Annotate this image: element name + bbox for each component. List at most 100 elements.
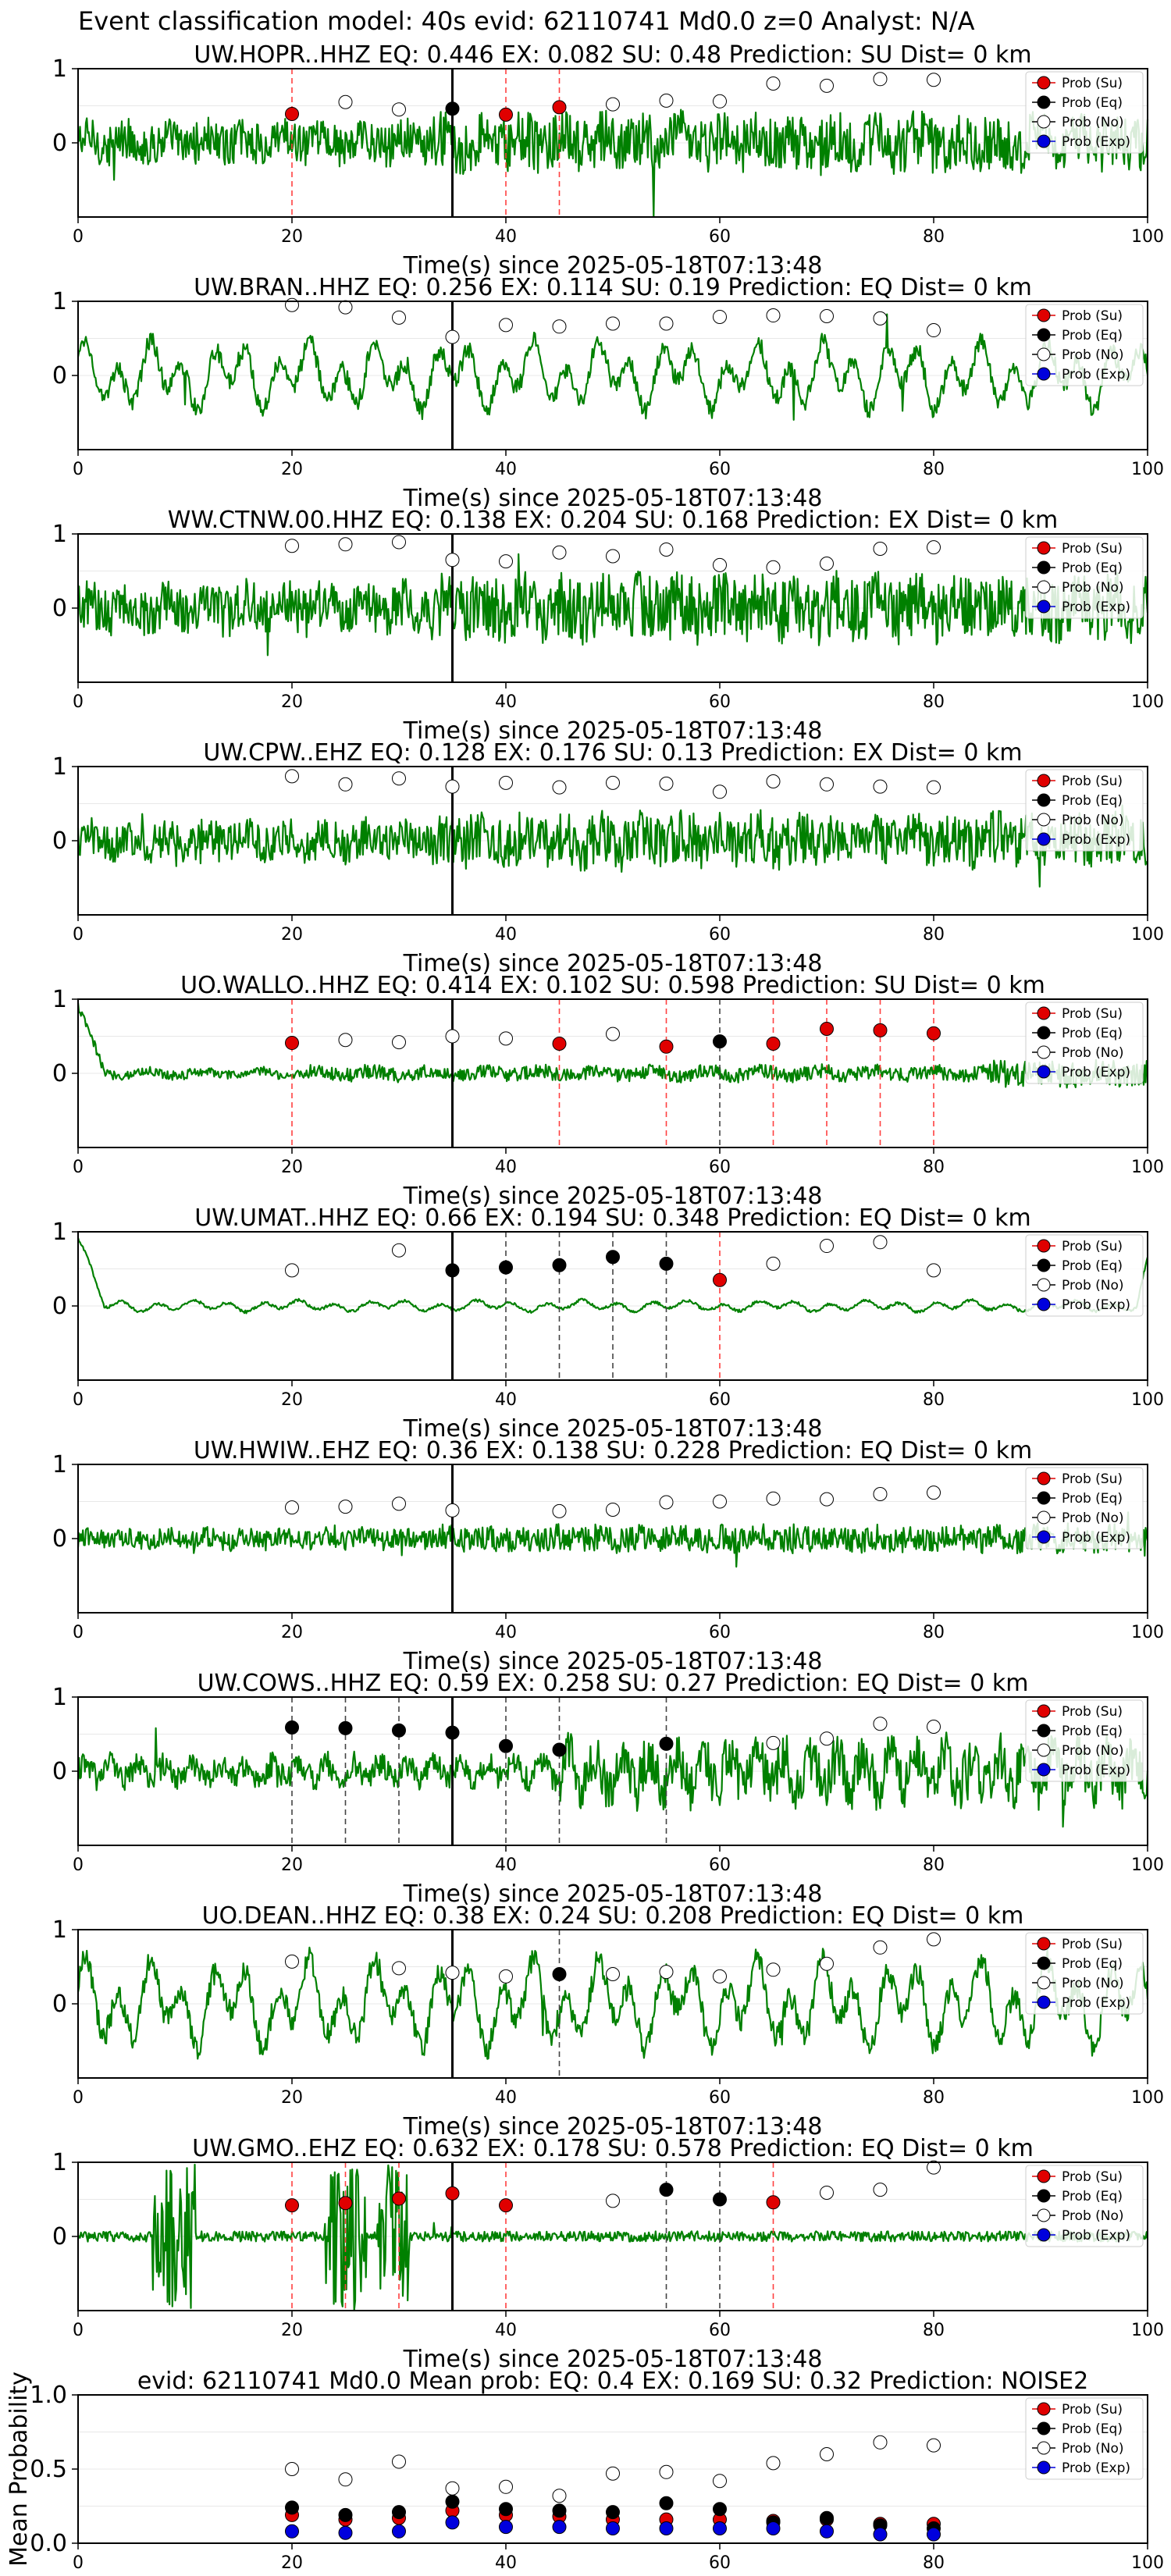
mean-point-eq	[499, 2502, 513, 2517]
probability-point-su	[499, 2198, 513, 2213]
legend-label: Prob (Su)	[1062, 2402, 1123, 2418]
chart-panel-0: UW.HOPR..HHZ EQ: 0.446 EX: 0.082 SU: 0.4…	[52, 41, 1164, 279]
y-tick-label: 1	[52, 2149, 67, 2176]
chart-panel-9: UW.GMO..EHZ EQ: 0.632 EX: 0.178 SU: 0.57…	[52, 2135, 1164, 2373]
probability-point-no	[873, 2183, 888, 2197]
legend-label: Prob (No)	[1062, 1743, 1124, 1759]
legend-label: Prob (Su)	[1062, 1704, 1123, 1720]
y-tick-label: 1	[52, 288, 67, 315]
mean-point-no	[338, 2472, 353, 2487]
x-tick-label: 60	[709, 925, 731, 945]
legend-box	[1025, 71, 1144, 154]
legend-marker-exp	[1037, 1297, 1051, 1311]
probability-point-eq	[445, 1725, 460, 1740]
probability-point-no	[766, 1962, 781, 1977]
probability-point-su	[766, 2195, 781, 2210]
x-tick-label: 100	[1131, 2321, 1164, 2340]
legend-marker-no	[1037, 1743, 1051, 1757]
probability-point-su	[927, 1026, 941, 1041]
mean-point-exp	[713, 2521, 727, 2535]
x-tick-label: 20	[281, 2553, 303, 2573]
legend-label: Prob (Exp)	[1062, 832, 1130, 848]
legend-box	[1025, 304, 1144, 386]
x-tick-label: 40	[495, 2553, 517, 2573]
probability-point-no	[766, 1735, 781, 1750]
x-tick-label: 80	[923, 2553, 945, 2573]
mean-point-eq	[606, 2505, 620, 2520]
chart-panel-3: UW.CPW..EHZ EQ: 0.128 EX: 0.176 SU: 0.13…	[52, 739, 1164, 977]
probability-point-eq	[499, 1738, 513, 1753]
legend-label: Prob (No)	[1062, 1510, 1124, 1526]
mean-point-eq	[285, 2500, 299, 2515]
legend-marker-exp	[1037, 2228, 1051, 2242]
x-tick-label: 20	[281, 925, 303, 945]
legend-marker-no	[1037, 813, 1051, 827]
mean-point-no	[392, 2454, 406, 2469]
x-tick-label: 100	[1131, 692, 1164, 712]
probability-point-no	[552, 780, 567, 795]
legend-box	[1025, 1699, 1144, 1782]
legend-label: Prob (Eq)	[1062, 2421, 1123, 2437]
legend-marker-eq	[1037, 1491, 1051, 1505]
legend-marker-exp	[1037, 134, 1051, 148]
legend-marker-eq	[1037, 1724, 1051, 1738]
probability-point-eq	[713, 2192, 727, 2207]
probability-point-no	[445, 553, 460, 568]
probability-point-no	[927, 323, 941, 338]
y-tick-label: 0	[52, 1060, 67, 1087]
chart-panel-1: UW.BRAN..HHZ EQ: 0.256 EX: 0.114 SU: 0.1…	[52, 274, 1164, 512]
probability-point-no	[285, 539, 299, 553]
mean-point-eq	[659, 2496, 674, 2510]
x-tick-label: 20	[281, 2088, 303, 2108]
x-tick-label: 0	[73, 1390, 84, 1410]
probability-point-eq	[338, 1720, 353, 1735]
x-tick-label: 0	[73, 925, 84, 945]
legend-box	[1025, 1002, 1144, 1084]
probability-point-no	[659, 93, 674, 108]
chart-title: UW.COWS..HHZ EQ: 0.59 EX: 0.258 SU: 0.27…	[198, 1670, 1029, 1697]
y-tick-label: 1	[52, 55, 67, 83]
x-tick-label: 80	[923, 1856, 945, 1875]
probability-point-eq	[606, 1250, 620, 1265]
x-tick-label: 80	[923, 227, 945, 247]
legend-marker-exp	[1037, 1530, 1051, 1544]
x-tick-label: 60	[709, 227, 731, 247]
x-tick-label: 80	[923, 1623, 945, 1642]
probability-point-eq	[499, 1260, 513, 1275]
legend-label: Prob (Exp)	[1062, 134, 1130, 150]
legend-box	[1025, 2165, 1144, 2247]
y-tick-label: 0	[52, 595, 67, 622]
legend-label: Prob (Exp)	[1062, 1995, 1130, 2011]
x-tick-label: 60	[709, 1158, 731, 1177]
probability-point-eq	[445, 1263, 460, 1278]
mean-point-exp	[499, 2520, 513, 2535]
legend-label: Prob (Eq)	[1062, 95, 1123, 111]
y-tick-label: 0	[52, 1991, 67, 2018]
mean-point-no	[713, 2474, 727, 2489]
probability-point-no	[820, 1956, 834, 1971]
waveform-trace	[77, 1946, 1149, 2060]
probability-point-no	[499, 1031, 513, 1046]
x-tick-label: 60	[709, 2088, 731, 2108]
x-axis-label: Time(s) since 2025-05-18T07:13:48	[403, 717, 823, 745]
legend-marker-eq	[1037, 2421, 1051, 2435]
y-tick-label: 1	[52, 1916, 67, 1944]
legend-marker-exp	[1037, 367, 1051, 381]
legend-marker-exp	[1037, 1995, 1051, 2009]
mean-point-exp	[445, 2515, 460, 2530]
legend-label: Prob (Eq)	[1062, 328, 1123, 343]
x-axis-label: Time(s) since 2025-05-18T07:13:48	[403, 2113, 823, 2140]
probability-point-no	[392, 535, 406, 550]
legend-marker-su	[1037, 541, 1051, 555]
probability-point-eq	[552, 1967, 567, 1981]
probability-point-no	[606, 97, 620, 112]
probability-point-su	[873, 1023, 888, 1037]
legend-label: Prob (Su)	[1062, 76, 1123, 91]
mean-point-eq	[392, 2505, 406, 2520]
legend-box	[1025, 1932, 1144, 2015]
probability-point-no	[927, 1485, 941, 1500]
probability-point-no	[338, 94, 353, 109]
y-tick-label: 0	[52, 827, 67, 855]
legend-box	[1025, 769, 1144, 852]
probability-point-no	[820, 78, 834, 93]
